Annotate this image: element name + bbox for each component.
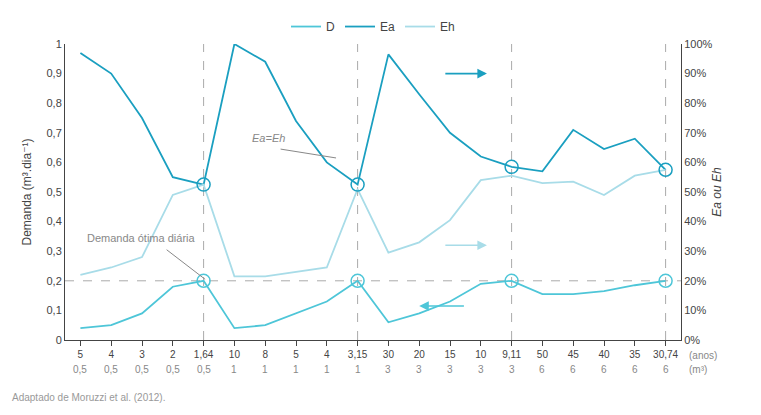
svg-text:0,2: 0,2 bbox=[47, 275, 62, 287]
svg-text:3,15: 3,15 bbox=[348, 349, 368, 360]
svg-text:0: 0 bbox=[56, 334, 62, 346]
svg-text:3: 3 bbox=[478, 364, 484, 375]
svg-text:1: 1 bbox=[231, 364, 237, 375]
svg-text:40%: 40% bbox=[684, 215, 706, 227]
svg-text:9,11: 9,11 bbox=[502, 349, 521, 360]
svg-text:2: 2 bbox=[170, 349, 176, 360]
svg-text:5: 5 bbox=[293, 349, 299, 360]
svg-text:0,7: 0,7 bbox=[47, 127, 62, 139]
svg-text:3: 3 bbox=[509, 364, 515, 375]
svg-text:1: 1 bbox=[262, 364, 268, 375]
svg-text:0,1: 0,1 bbox=[47, 304, 62, 316]
svg-text:6: 6 bbox=[539, 364, 545, 375]
svg-text:1: 1 bbox=[56, 38, 62, 50]
svg-text:30,74: 30,74 bbox=[653, 349, 678, 360]
svg-text:20%: 20% bbox=[684, 275, 706, 287]
svg-text:0,5: 0,5 bbox=[47, 186, 62, 198]
svg-text:15: 15 bbox=[444, 349, 456, 360]
svg-text:Demanda (m³.dia⁻¹): Demanda (m³.dia⁻¹) bbox=[20, 138, 34, 245]
svg-text:(anos): (anos) bbox=[689, 350, 717, 361]
svg-text:45: 45 bbox=[568, 349, 580, 360]
svg-text:0,5: 0,5 bbox=[197, 364, 211, 375]
svg-text:Ea=Eh: Ea=Eh bbox=[252, 132, 285, 144]
svg-text:10: 10 bbox=[475, 349, 487, 360]
svg-text:3: 3 bbox=[139, 349, 145, 360]
svg-text:0,5: 0,5 bbox=[104, 364, 118, 375]
svg-text:4: 4 bbox=[324, 349, 330, 360]
svg-text:30: 30 bbox=[383, 349, 395, 360]
svg-text:6: 6 bbox=[632, 364, 638, 375]
svg-text:0,6: 0,6 bbox=[47, 156, 62, 168]
svg-text:10%: 10% bbox=[684, 304, 706, 316]
svg-text:6: 6 bbox=[663, 364, 669, 375]
svg-text:50: 50 bbox=[537, 349, 549, 360]
svg-text:10: 10 bbox=[229, 349, 241, 360]
svg-text:0,5: 0,5 bbox=[166, 364, 180, 375]
svg-text:Adaptado de Moruzzi et al. (20: Adaptado de Moruzzi et al. (2012). bbox=[12, 392, 165, 403]
svg-text:100%: 100% bbox=[684, 38, 712, 50]
svg-text:40: 40 bbox=[598, 349, 610, 360]
svg-text:1: 1 bbox=[355, 364, 361, 375]
svg-text:0,4: 0,4 bbox=[47, 215, 62, 227]
svg-text:D: D bbox=[326, 20, 335, 34]
svg-text:0,5: 0,5 bbox=[135, 364, 149, 375]
svg-text:1,64: 1,64 bbox=[194, 349, 214, 360]
svg-text:3: 3 bbox=[416, 364, 422, 375]
svg-text:Ea: Ea bbox=[380, 20, 395, 34]
svg-text:50%: 50% bbox=[684, 186, 706, 198]
svg-text:Demanda ótima diária: Demanda ótima diária bbox=[87, 232, 195, 244]
svg-text:35: 35 bbox=[629, 349, 641, 360]
svg-text:80%: 80% bbox=[684, 97, 706, 109]
svg-text:0,3: 0,3 bbox=[47, 245, 62, 257]
svg-text:1: 1 bbox=[293, 364, 299, 375]
svg-text:3: 3 bbox=[385, 364, 391, 375]
svg-text:(m³): (m³) bbox=[689, 364, 707, 375]
svg-text:0,9: 0,9 bbox=[47, 67, 62, 79]
svg-text:6: 6 bbox=[570, 364, 576, 375]
svg-text:4: 4 bbox=[108, 349, 114, 360]
svg-text:70%: 70% bbox=[684, 127, 706, 139]
svg-text:20: 20 bbox=[414, 349, 426, 360]
svg-text:60%: 60% bbox=[684, 156, 706, 168]
svg-text:Ea ou Eh: Ea ou Eh bbox=[710, 167, 724, 217]
svg-text:1: 1 bbox=[324, 364, 330, 375]
svg-text:90%: 90% bbox=[684, 67, 706, 79]
svg-text:0,8: 0,8 bbox=[47, 97, 62, 109]
svg-text:30%: 30% bbox=[684, 245, 706, 257]
svg-text:Eh: Eh bbox=[440, 20, 455, 34]
svg-text:3: 3 bbox=[447, 364, 453, 375]
svg-text:5: 5 bbox=[78, 349, 84, 360]
svg-text:6: 6 bbox=[601, 364, 607, 375]
svg-text:8: 8 bbox=[262, 349, 268, 360]
svg-text:0,5: 0,5 bbox=[73, 364, 87, 375]
svg-text:0%: 0% bbox=[684, 334, 700, 346]
